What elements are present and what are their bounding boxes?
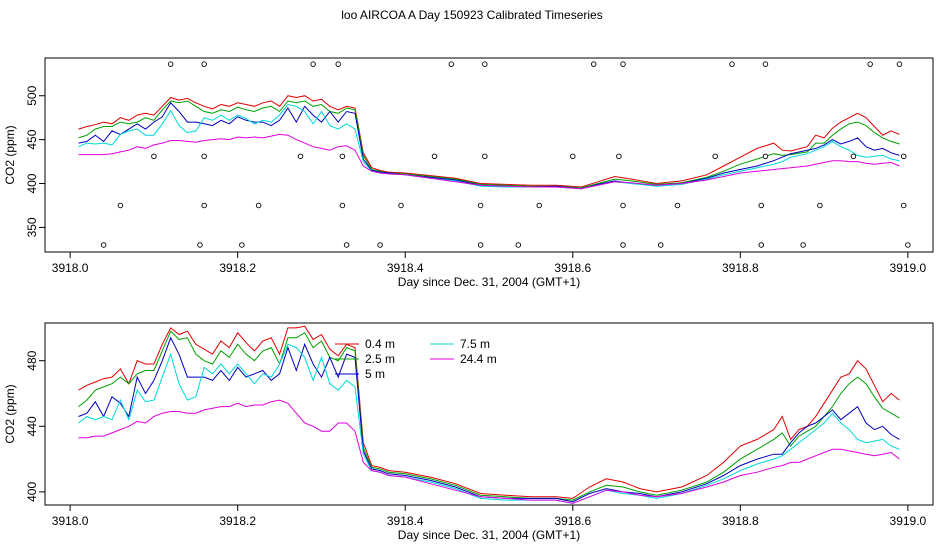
data-point: [905, 242, 911, 248]
data-point: [536, 202, 543, 209]
series-line: [78, 330, 900, 501]
legend-label: 5 m: [365, 367, 385, 381]
data-point: [800, 242, 806, 248]
legend-label: 0.4 m: [365, 337, 395, 351]
data-point: [151, 153, 157, 160]
series-line: [78, 399, 900, 504]
y-tick-label: 480: [25, 350, 39, 370]
data-point: [343, 242, 350, 248]
data-point: [339, 202, 346, 209]
data-point: [482, 61, 488, 67]
data-point: [255, 202, 262, 209]
legend-label: 2.5 m: [365, 352, 395, 366]
data-point: [201, 153, 207, 160]
data-point: [239, 242, 245, 248]
data-point: [817, 202, 823, 209]
series-line: [78, 133, 900, 190]
data-point: [850, 153, 857, 160]
data-point: [339, 153, 346, 160]
data-point: [867, 61, 873, 67]
data-point: [616, 153, 622, 160]
x-tick-label: 3918.8: [722, 514, 759, 528]
data-point: [620, 61, 626, 67]
data-point: [482, 153, 488, 160]
data-point: [900, 153, 907, 160]
data-point: [674, 202, 681, 209]
data-point: [310, 61, 316, 67]
top-panel: 3918.0 3918.2 3918.4 3918.6 3918.8 3919.0 350 4…: [3, 57, 934, 289]
x-tick-label: 3918.4: [387, 514, 424, 528]
data-point: [896, 61, 903, 67]
y-tick-label: 500: [25, 85, 39, 105]
x-tick-label: 3918.0: [52, 261, 89, 275]
plot-frame: [44, 57, 934, 253]
series-line: [78, 101, 900, 190]
x-tick-label: 3918.6: [554, 261, 591, 275]
data-point: [201, 202, 207, 209]
x-tick-label: 3918.0: [52, 514, 89, 528]
plot-frame: [44, 322, 934, 506]
data-point: [448, 61, 455, 67]
series-line: [78, 325, 900, 499]
data-point: [900, 202, 907, 209]
series-line: [78, 343, 900, 504]
legend-label: 7.5 m: [460, 337, 490, 351]
y-axis-label: CO2 (ppm): [3, 384, 17, 443]
data-point: [712, 153, 718, 160]
x-tick-label: 3918.4: [387, 261, 424, 275]
series-line: [78, 100, 900, 189]
y-axis-label: CO2 (ppm): [3, 125, 17, 184]
bottom-panel: 3918.0 3918.2 3918.4 3918.6 3918.8 3919.0 400 4…: [3, 322, 934, 542]
data-point: [477, 202, 484, 209]
data-point: [100, 242, 107, 248]
x-tick-label: 3918.8: [722, 261, 759, 275]
data-point: [570, 153, 576, 160]
x-tick-label: 3918.2: [219, 514, 256, 528]
data-point: [758, 242, 765, 248]
data-point: [620, 202, 626, 209]
y-tick-label: 350: [25, 217, 39, 237]
data-point: [377, 242, 383, 248]
x-axis-label: Day since Dec. 31, 2004 (GMT+1): [398, 528, 580, 542]
data-point: [297, 153, 304, 160]
series-line: [78, 336, 900, 503]
data-point: [758, 202, 765, 209]
x-tick-label: 3918.6: [554, 514, 591, 528]
x-axis-label: Day since Dec. 31, 2004 (GMT+1): [398, 275, 580, 289]
data-point: [197, 242, 203, 248]
y-tick-label: 400: [25, 482, 39, 502]
data-point: [729, 61, 735, 67]
chart-title: loo AIRCOA A Day 150923 Calibrated Times…: [341, 8, 602, 22]
data-point: [515, 242, 522, 248]
data-point: [590, 61, 597, 67]
data-point: [431, 153, 438, 160]
y-tick-label: 440: [25, 416, 39, 436]
data-point: [167, 61, 174, 67]
data-point: [477, 242, 484, 248]
x-tick-label: 3918.2: [219, 261, 256, 275]
x-tick-label: 3919.0: [890, 514, 927, 528]
data-point: [620, 242, 626, 248]
x-tick-label: 3919.0: [890, 261, 927, 275]
data-point: [762, 153, 769, 160]
y-tick-label: 450: [25, 129, 39, 149]
data-point: [398, 202, 404, 209]
data-point: [201, 61, 207, 67]
data-point: [335, 61, 341, 67]
y-tick-label: 400: [25, 173, 39, 193]
data-point: [657, 242, 664, 248]
legend-label: 24.4 m: [460, 352, 497, 366]
data-point: [762, 61, 769, 67]
series-line: [78, 95, 900, 188]
series-line: [78, 103, 900, 190]
data-point: [117, 202, 124, 209]
